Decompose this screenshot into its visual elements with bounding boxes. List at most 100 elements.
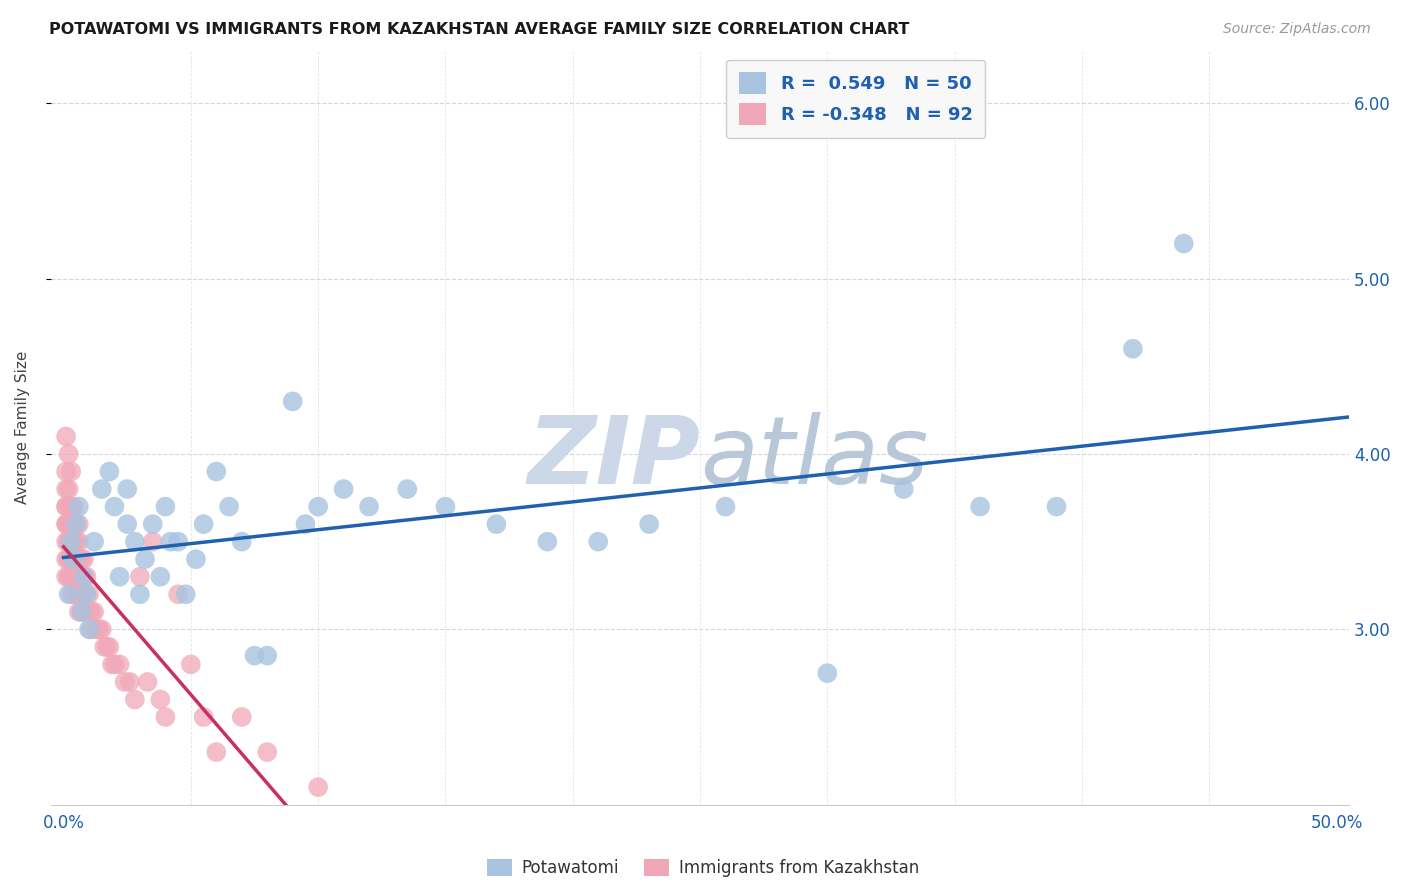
Point [55,552,77,566]
Point [359,500,381,514]
Point [62,534,84,549]
Point [536,534,558,549]
Point [60,534,83,549]
Point [58,517,80,532]
Point [256,745,278,759]
Point [108,570,131,584]
Point [218,500,240,514]
Point [434,500,457,514]
Point [67,500,90,514]
Point [73,605,96,619]
Point [80,623,103,637]
Point [67,570,90,584]
Point [58,587,80,601]
Point [103,657,125,672]
Point [114,674,136,689]
Point [62,534,84,549]
Point [155,500,177,514]
Point [115,517,138,532]
Text: POTAWATOMI VS IMMIGRANTS FROM KAZAKHSTAN AVERAGE FAMILY SIZE CORRELATION CHART: POTAWATOMI VS IMMIGRANTS FROM KAZAKHSTAN… [49,22,910,37]
Point [65,570,87,584]
Point [55,482,77,496]
Point [70,587,93,601]
Point [65,552,87,566]
Point [60,465,83,479]
Point [62,552,84,566]
Point [307,500,329,514]
Point [167,534,190,549]
Point [73,587,96,601]
Point [167,587,190,601]
Point [231,534,253,549]
Point [62,517,84,532]
Point [73,552,96,566]
Point [83,605,105,619]
Point [93,640,115,654]
Point [65,552,87,566]
Point [714,500,737,514]
Point [62,500,84,514]
Point [55,429,77,443]
Point [55,517,77,532]
Point [149,692,172,706]
Point [65,517,87,532]
Point [65,517,87,532]
Point [180,657,202,672]
Point [134,552,156,566]
Point [60,570,83,584]
Point [67,605,90,619]
Point [55,570,77,584]
Point [67,517,90,532]
Point [149,570,172,584]
Point [89,623,111,637]
Text: Source: ZipAtlas.com: Source: ZipAtlas.com [1223,22,1371,37]
Point [256,648,278,663]
Point [67,587,90,601]
Point [184,552,207,566]
Point [67,534,90,549]
Point [60,534,83,549]
Point [90,623,112,637]
Point [60,570,83,584]
Point [332,482,354,496]
Point [70,605,93,619]
Point [108,657,131,672]
Point [205,465,228,479]
Point [281,394,304,409]
Point [67,552,90,566]
Point [1122,342,1144,356]
Text: ZIP: ZIP [527,412,700,504]
Point [83,534,105,549]
Point [90,482,112,496]
Point [77,605,100,619]
Point [638,517,661,532]
Point [193,710,215,724]
Point [159,534,181,549]
Point [70,605,93,619]
Point [60,552,83,566]
Point [55,500,77,514]
Point [55,465,77,479]
Point [65,570,87,584]
Legend: Potawatomi, Immigrants from Kazakhstan: Potawatomi, Immigrants from Kazakhstan [479,852,927,884]
Point [294,517,316,532]
Point [76,587,98,601]
Point [815,666,838,681]
Point [136,674,159,689]
Point [65,587,87,601]
Point [70,552,93,566]
Point [60,552,83,566]
Point [586,534,609,549]
Point [58,482,80,496]
Point [62,552,84,566]
Y-axis label: Average Family Size: Average Family Size [15,351,30,504]
Point [243,648,266,663]
Point [60,534,83,549]
Point [129,570,152,584]
Point [485,517,508,532]
Point [58,447,80,461]
Point [58,517,80,532]
Point [231,710,253,724]
Point [80,605,103,619]
Point [60,587,83,601]
